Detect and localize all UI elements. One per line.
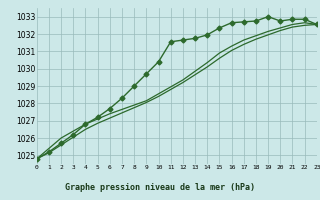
- Text: Graphe pression niveau de la mer (hPa): Graphe pression niveau de la mer (hPa): [65, 183, 255, 192]
